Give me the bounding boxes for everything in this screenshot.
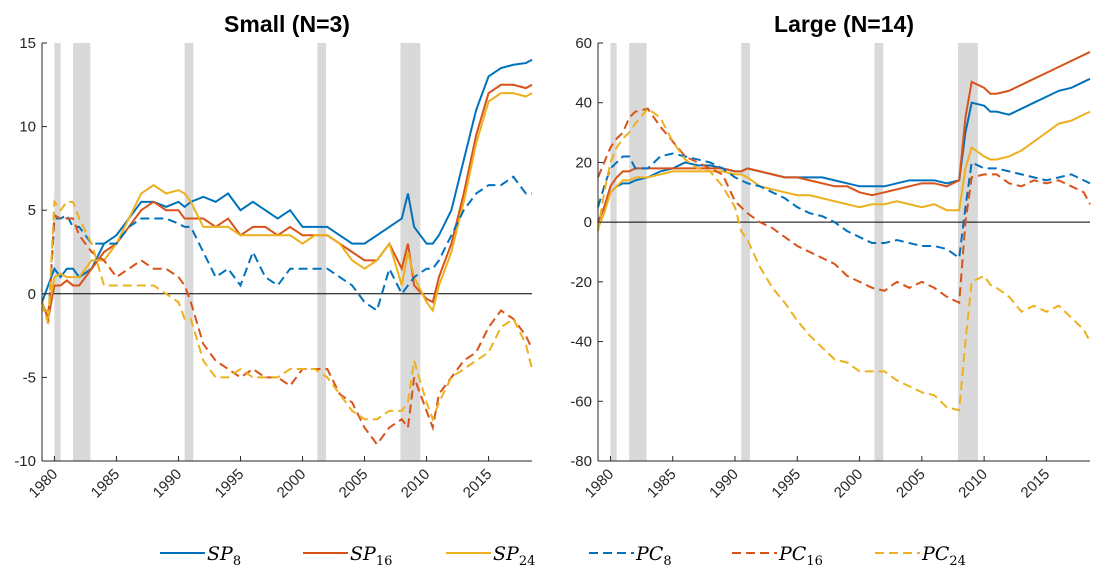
series-line — [597, 51, 1091, 223]
y-tick-label: -80 — [570, 453, 592, 470]
y-tick-label: 5 — [28, 202, 36, 219]
x-tick-label: 1995 — [768, 466, 804, 502]
panel: Small (N=3) -10 -5 0 5 10 15 1980 1985 1990 1995 20… — [14, 11, 533, 502]
legend-name: PC — [921, 543, 950, 565]
chart-title: Large (N=14) — [774, 11, 914, 37]
series-line — [41, 199, 533, 423]
x-tick-label: 2000 — [274, 466, 310, 502]
recession-band — [629, 43, 647, 461]
y-tick-label: -10 — [14, 453, 36, 470]
series-line — [597, 107, 1091, 305]
x-tick-label: 2005 — [893, 466, 929, 502]
x-tick-label: 2000 — [831, 466, 867, 502]
legend-subscript: 8 — [663, 554, 671, 569]
recession-band — [874, 43, 884, 461]
legend-label: PC24 — [921, 543, 966, 569]
y-tick-label: 15 — [19, 35, 36, 52]
legend-label: PC8 — [635, 543, 672, 569]
legend-subscript: 8 — [233, 554, 241, 569]
legend-subscript: 16 — [806, 554, 823, 569]
y-tick-label: 0 — [28, 286, 36, 303]
recession-band — [184, 43, 194, 461]
recession-band — [54, 43, 61, 461]
legend-name: SP — [350, 543, 377, 565]
recession-band — [400, 43, 421, 461]
x-tick-label: 2005 — [336, 466, 372, 502]
legend-label: PC16 — [778, 543, 823, 569]
legend: SP8 SP16 SP24 PC8 PC16 PC24 — [160, 543, 966, 569]
x-tick-label: 1990 — [150, 466, 186, 502]
x-tick-label: 1985 — [644, 466, 680, 502]
y-tick-label: 20 — [575, 154, 592, 171]
y-tick-label: -40 — [570, 334, 592, 351]
x-tick-label: 2015 — [460, 466, 496, 502]
legend-name: SP — [493, 543, 520, 565]
series-line — [597, 110, 1091, 229]
chart-title: Small (N=3) — [224, 11, 350, 37]
y-tick-label: 40 — [575, 95, 592, 112]
series-line — [597, 77, 1091, 223]
x-tick-label: 1990 — [706, 466, 742, 502]
recession-band — [317, 43, 327, 461]
recession-band — [741, 43, 750, 461]
legend-label: SP8 — [207, 543, 241, 569]
x-tick-label: 1980 — [582, 466, 618, 502]
legend-name: PC — [778, 543, 807, 565]
recession-band — [73, 43, 91, 461]
legend-name: PC — [635, 543, 664, 565]
y-tick-label: -60 — [570, 393, 592, 410]
legend-label: SP16 — [350, 543, 392, 569]
legend-subscript: 24 — [519, 554, 536, 569]
x-tick-label: 1980 — [26, 466, 62, 502]
series-line — [597, 107, 1091, 412]
legend-name: SP — [207, 543, 234, 565]
x-tick-label: 2010 — [955, 466, 991, 502]
x-tick-label: 1985 — [88, 466, 124, 502]
x-tick-label: 2015 — [1018, 466, 1054, 502]
series-line — [597, 152, 1091, 260]
series-line — [42, 92, 533, 313]
legend-subscript: 24 — [949, 554, 966, 569]
y-tick-label: -5 — [23, 369, 36, 386]
y-tick-label: 60 — [575, 35, 592, 52]
y-tick-label: 0 — [584, 214, 592, 231]
series-line — [41, 213, 533, 446]
recession-band — [610, 43, 617, 461]
y-tick-label: -20 — [570, 274, 592, 291]
series-line — [41, 175, 532, 323]
legend-label: SP24 — [493, 543, 535, 569]
y-tick-label: 10 — [19, 119, 36, 136]
series-line — [41, 58, 533, 303]
panel: Large (N=14) -80 -60 -40 -20 0 20 40 60 1980 1985 1… — [570, 11, 1091, 502]
x-tick-label: 2010 — [398, 466, 434, 502]
x-tick-label: 1995 — [212, 466, 248, 502]
legend-subscript: 16 — [376, 554, 393, 569]
series-line — [41, 83, 533, 323]
